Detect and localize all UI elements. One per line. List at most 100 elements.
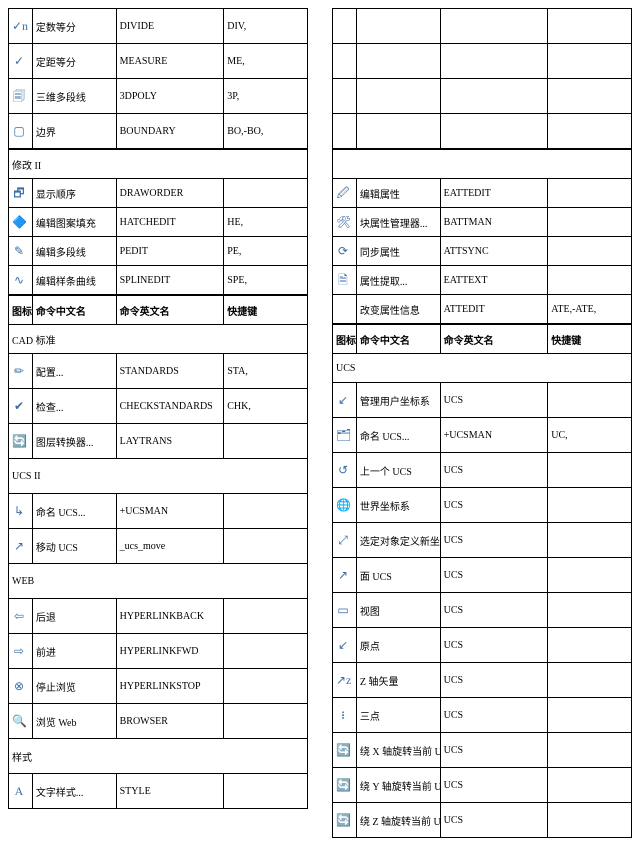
cmd-sk [224, 494, 308, 529]
table-row: ↗移动 UCS_ucs_move [9, 529, 308, 564]
table-row: 🗎属性提取...EATTEXT [333, 266, 632, 295]
hdr-sk: 快捷键 [548, 325, 632, 354]
table-row: 🗗显示顺序DRAWORDER [9, 179, 308, 208]
cmd-sk [224, 634, 308, 669]
cmd-cn: 停止浏览 [32, 669, 116, 704]
cmd-en: 3DPOLY [116, 79, 224, 114]
command-icon: 🗐 [9, 79, 33, 114]
cmd-en: DIVIDE [116, 9, 224, 44]
cmd-sk: STA, [224, 354, 308, 389]
cmd-cn: 命名 UCS... [32, 494, 116, 529]
cmd-cn [356, 114, 440, 149]
table-row: ⊗停止浏览HYPERLINKSTOP [9, 669, 308, 704]
command-icon: 🔄 [333, 803, 357, 838]
command-icon: 🗗 [9, 179, 33, 208]
table-row: 🔄绕 X 轴旋转当前 UCSUCS [333, 733, 632, 768]
command-icon: ↙ [333, 628, 357, 663]
cmd-sk [224, 774, 308, 809]
table-row: 🛠块属性管理器...BATTMAN [333, 208, 632, 237]
cmd-en: UCS [440, 593, 548, 628]
cmd-en: UCS [440, 628, 548, 663]
sec-title: UCS [333, 354, 632, 383]
table-row: 🔄图层转换器...LAYTRANS [9, 424, 308, 459]
cmd-sk [548, 768, 632, 803]
cmd-en: UCS [440, 383, 548, 418]
cmd-cn: 面 UCS [356, 558, 440, 593]
command-icon: ∿ [9, 266, 33, 295]
command-icon: 🔷 [9, 208, 33, 237]
cmd-cn: 图层转换器... [32, 424, 116, 459]
cmd-sk [548, 44, 632, 79]
cmd-cn: 管理用户坐标系 [356, 383, 440, 418]
cmd-cn: 绕 Y 轴旋转当前 UCS [356, 768, 440, 803]
table-row: ↳命名 UCS...+UCSMAN [9, 494, 308, 529]
cmd-en: EATTEXT [440, 266, 548, 295]
command-icon [333, 114, 357, 149]
command-icon [333, 295, 357, 324]
cmd-sk [548, 628, 632, 663]
cmd-en: UCS [440, 768, 548, 803]
cmd-cn [356, 44, 440, 79]
command-icon: ✔ [9, 389, 33, 424]
cmd-sk: 3P, [224, 79, 308, 114]
table-row: ↗面 UCSUCS [333, 558, 632, 593]
command-icon: 🔍 [9, 704, 33, 739]
table-row: 🌐世界坐标系UCS [333, 488, 632, 523]
cmd-sk: ME, [224, 44, 308, 79]
command-icon: 🔄 [333, 768, 357, 803]
cmd-cn: 定数等分 [32, 9, 116, 44]
table-row [333, 44, 632, 79]
hdr-en: 命令英文名 [440, 325, 548, 354]
cmd-sk [548, 488, 632, 523]
cmd-en: BROWSER [116, 704, 224, 739]
table-row: 🔄绕 Y 轴旋转当前 UCSUCS [333, 768, 632, 803]
cmd-cn: 移动 UCS [32, 529, 116, 564]
command-icon: ▢ [9, 114, 33, 149]
cmd-cn: 属性提取... [356, 266, 440, 295]
command-icon: A [9, 774, 33, 809]
cmd-en [440, 44, 548, 79]
cmd-en: UCS [440, 558, 548, 593]
table-row: ▢边界BOUNDARYBO,-BO, [9, 114, 308, 149]
command-icon: 🔄 [333, 733, 357, 768]
cmd-cn: 显示顺序 [32, 179, 116, 208]
cmd-en: BOUNDARY [116, 114, 224, 149]
cmd-cn: 后退 [32, 599, 116, 634]
cmd-sk: HE, [224, 208, 308, 237]
cmd-cn: 同步属性 [356, 237, 440, 266]
cmd-cn: 上一个 UCS [356, 453, 440, 488]
cmd-en: UCS [440, 488, 548, 523]
command-icon: 🔄 [9, 424, 33, 459]
command-icon: ↗ [333, 558, 357, 593]
cmd-sk [548, 698, 632, 733]
cmd-sk [548, 9, 632, 44]
hdr-en: 命令英文名 [116, 296, 224, 325]
cmd-en: STYLE [116, 774, 224, 809]
cmd-en: UCS [440, 663, 548, 698]
cmd-en: UCS [440, 523, 548, 558]
cmd-sk [224, 179, 308, 208]
cmd-sk [548, 593, 632, 628]
cmd-cn: 选定对象定义新坐标系 [356, 523, 440, 558]
cmd-en: CHECKSTANDARDS [116, 389, 224, 424]
cmd-sk [224, 704, 308, 739]
table-row: ⟳同步属性ATTSYNC [333, 237, 632, 266]
cmd-sk: BO,-BO, [224, 114, 308, 149]
sec-spacer [333, 150, 632, 179]
table-row: ✔检查...CHECKSTANDARDSCHK, [9, 389, 308, 424]
cmd-cn [356, 79, 440, 114]
command-icon: 🗎 [333, 266, 357, 295]
cmd-sk: SPE, [224, 266, 308, 295]
command-icon: ⇨ [9, 634, 33, 669]
cmd-cn: 文字样式... [32, 774, 116, 809]
cmd-cn: 块属性管理器... [356, 208, 440, 237]
cmd-en [440, 114, 548, 149]
cmd-cn: 改变属性信息 [356, 295, 440, 324]
sec-title: UCS II [9, 459, 308, 494]
cmd-en: STANDARDS [116, 354, 224, 389]
cmd-sk [224, 424, 308, 459]
cmd-cn: 三点 [356, 698, 440, 733]
cmd-cn: 定距等分 [32, 44, 116, 79]
command-icon: ↙ [333, 383, 357, 418]
cmd-sk [548, 79, 632, 114]
